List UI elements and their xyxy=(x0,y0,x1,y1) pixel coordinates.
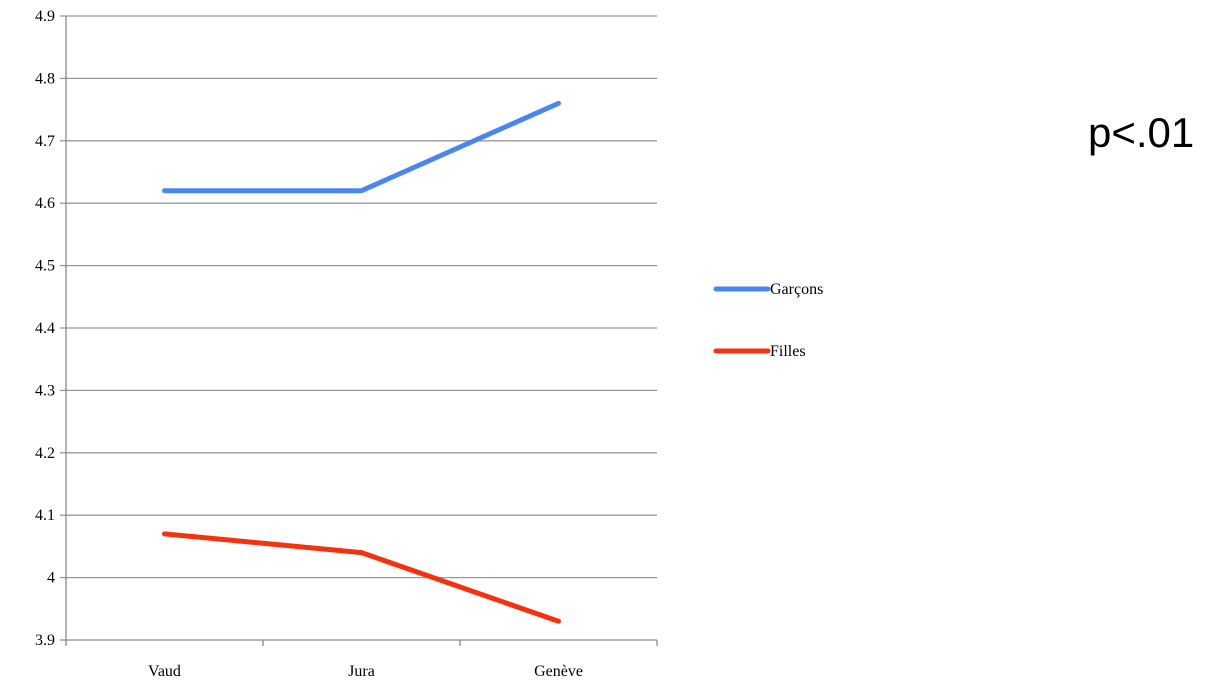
y-tick-label: 4 xyxy=(47,570,55,587)
y-tick-label: 4.8 xyxy=(35,70,55,87)
x-tick-label: Vaud xyxy=(148,663,181,680)
x-tick-label: Jura xyxy=(348,663,375,680)
y-tick-label: 4.3 xyxy=(35,382,55,399)
axes xyxy=(65,16,658,646)
y-tick-label: 4.2 xyxy=(35,445,55,462)
y-tick-label: 4.5 xyxy=(35,258,55,275)
gridlines xyxy=(60,15,657,641)
legend-label: Garçons xyxy=(770,281,823,298)
legend-label: Filles xyxy=(770,343,806,360)
legend: Garçons Filles xyxy=(713,281,823,360)
p-value-annotation: p<.01 xyxy=(1088,109,1195,156)
x-tick-label: Genève xyxy=(534,663,583,680)
y-tick-label: 4.1 xyxy=(35,507,55,524)
y-tick-labels: 4.9 4.8 4.7 4.6 4.5 4.4 4.3 4.2 4.1 4 3.9 xyxy=(35,8,55,649)
series-lines xyxy=(162,100,561,624)
y-tick-label: 4.7 xyxy=(35,133,55,150)
y-tick-label: 4.4 xyxy=(35,320,55,337)
series-line-0 xyxy=(162,100,561,194)
series-line-1 xyxy=(162,531,561,624)
y-tick-label: 4.9 xyxy=(35,8,55,25)
y-tick-label: 3.9 xyxy=(35,632,55,649)
y-tick-label: 4.6 xyxy=(35,195,55,212)
x-tick-labels: Vaud Jura Genève xyxy=(148,663,583,680)
